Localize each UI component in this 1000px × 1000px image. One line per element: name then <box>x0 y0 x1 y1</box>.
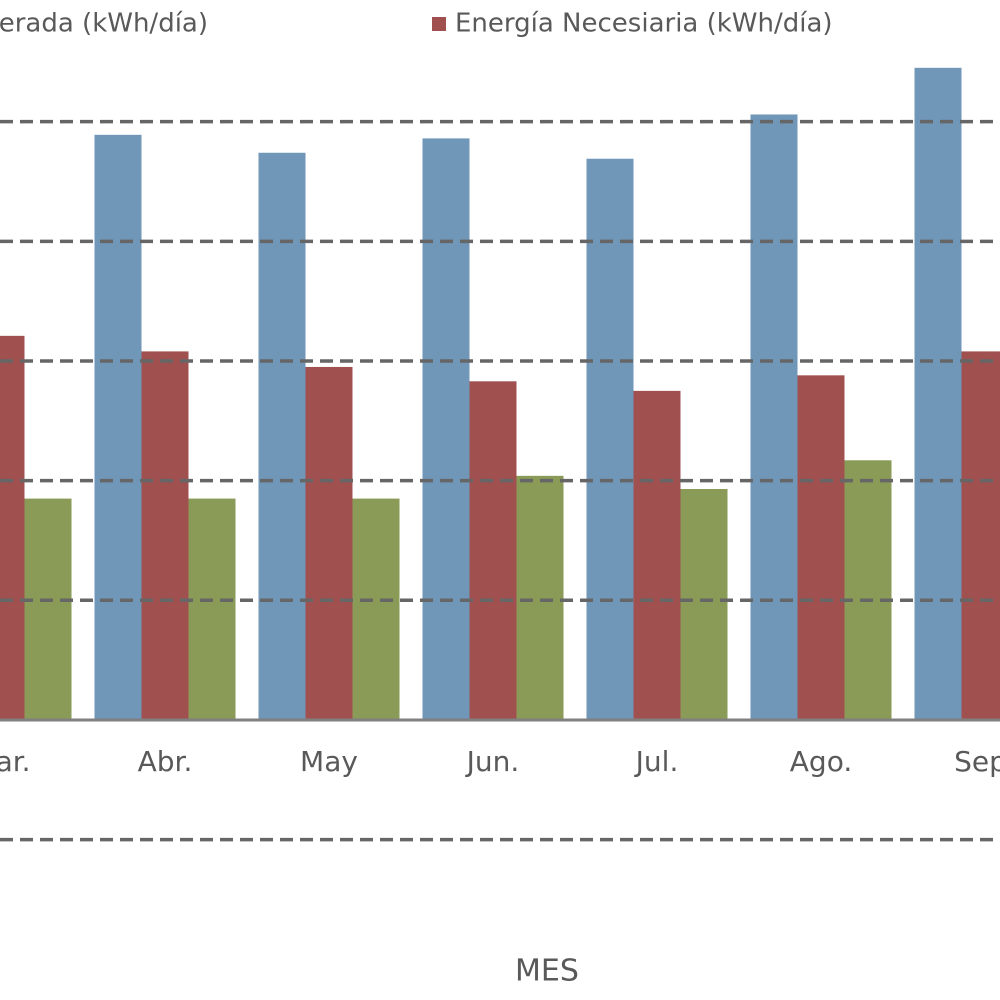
bar <box>633 390 681 720</box>
legend-label: Energía Necesiaria (kWh/día) <box>455 9 833 39</box>
x-tick-label: Abr. <box>138 745 193 778</box>
bar <box>516 475 564 720</box>
x-tick-label: May <box>300 745 358 778</box>
bar <box>680 489 728 720</box>
bar <box>94 134 142 720</box>
bar <box>750 114 798 720</box>
bar <box>914 67 962 720</box>
x-tick-label: Ago. <box>790 745 852 778</box>
bar <box>188 498 236 720</box>
bar <box>844 460 892 720</box>
bar <box>422 138 470 720</box>
bar <box>586 158 634 720</box>
bar <box>0 335 25 720</box>
x-tick-label: Jun. <box>465 745 520 778</box>
bar <box>961 351 1000 720</box>
bar <box>24 498 72 720</box>
bar <box>305 366 353 720</box>
x-axis-label: MES <box>515 954 579 989</box>
x-tick-label: Jul. <box>634 745 679 778</box>
bar <box>797 375 845 720</box>
bar <box>469 381 517 720</box>
legend-label: Energía Generada (kWh/día) <box>0 9 208 39</box>
bar <box>352 498 400 720</box>
bar <box>141 351 189 720</box>
legend-swatch <box>432 17 446 31</box>
bar <box>258 152 306 720</box>
x-tick-label: Mar. <box>0 745 31 778</box>
x-tick-label: Sep. <box>954 745 1000 778</box>
